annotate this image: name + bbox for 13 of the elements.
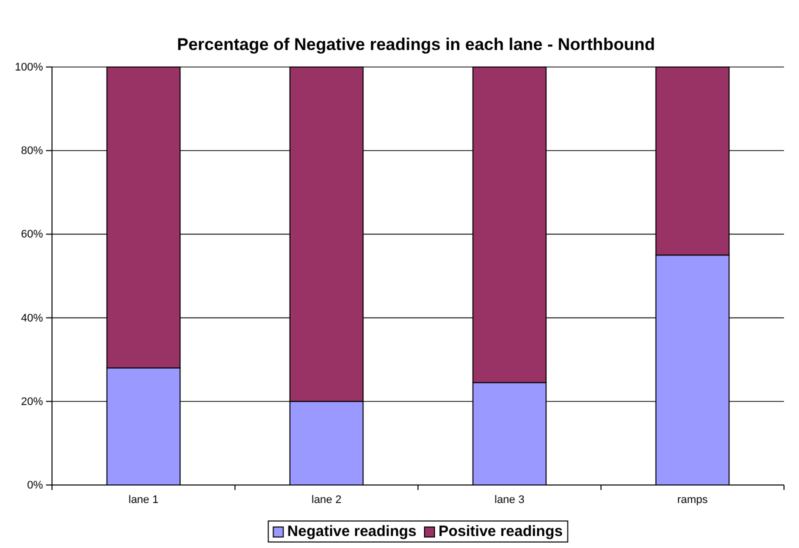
y-tick-label: 60% (20, 228, 44, 241)
y-tick-label: 20% (20, 396, 44, 408)
x-tick-label: lane 2 (312, 494, 342, 506)
y-tick-label: 80% (20, 145, 44, 158)
x-tick-label: ramps (677, 494, 708, 506)
legend-label: Positive readings (438, 523, 563, 540)
y-tick-label: 0% (27, 480, 44, 492)
x-tick-label: lane 3 (494, 494, 524, 506)
legend-label: Negative readings (287, 523, 416, 540)
y-tick-label: 40% (20, 312, 44, 324)
y-tick-label: 100% (14, 62, 44, 74)
chart-title: Percentage of Negative readings in each lane - Northbound (177, 35, 655, 54)
x-tick-label: lane 1 (128, 494, 158, 506)
